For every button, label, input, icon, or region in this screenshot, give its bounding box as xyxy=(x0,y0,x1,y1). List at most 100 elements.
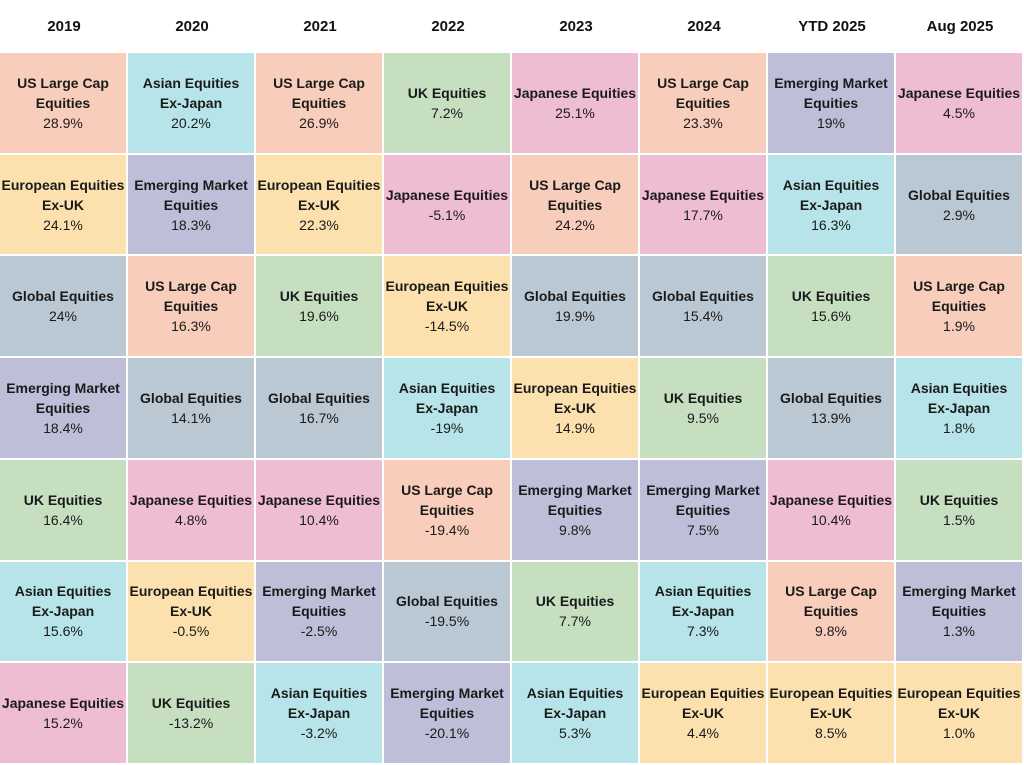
return-cell: Emerging Market Equities 18.4% xyxy=(0,358,128,460)
return-cell: UK Equities 7.7% xyxy=(512,561,640,664)
return-value: 15.6% xyxy=(811,308,851,325)
return-value: 1.8% xyxy=(943,419,975,436)
column-header: 2024 xyxy=(687,18,721,35)
asset-class-label: US Large Cap xyxy=(401,481,493,498)
asset-class-sublabel: Ex-UK xyxy=(809,705,852,722)
return-value: 7.5% xyxy=(687,521,719,538)
return-cell: Japanese Equities 10.4% xyxy=(256,459,384,562)
asset-class-sublabel: Ex-UK xyxy=(169,603,212,620)
asset-class-label: European Equities xyxy=(385,278,509,295)
asset-class-label: Global Equities xyxy=(268,389,370,406)
return-cell: Japanese Equities 17.7% xyxy=(640,154,768,257)
return-cell: UK Equities 16.4% xyxy=(0,459,128,562)
asset-class-label: European Equities xyxy=(1,176,125,193)
return-cell: UK Equities 9.5% xyxy=(640,358,768,460)
asset-class-sublabel: Ex-Japan xyxy=(31,603,95,620)
return-value: 2.9% xyxy=(943,206,975,223)
return-value: 24.2% xyxy=(555,216,595,233)
return-cell: Asian Equities Ex-Japan -3.2% xyxy=(256,663,384,765)
return-value: 19% xyxy=(816,114,846,131)
return-cell: Japanese Equities 4.8% xyxy=(128,459,256,562)
asset-class-label: US Large Cap xyxy=(145,278,237,295)
asset-class-label: Asian Equities xyxy=(14,583,112,600)
return-cell: Global Equities 15.4% xyxy=(640,256,768,359)
asset-class-sublabel: Ex-UK xyxy=(425,298,468,315)
return-cell: Asian Equities Ex-Japan 20.2% xyxy=(128,53,256,155)
asset-class-label: Global Equities xyxy=(524,288,626,305)
return-value: 28.9% xyxy=(43,114,83,131)
return-value: 23.3% xyxy=(683,114,723,131)
return-cell: European Equities Ex-UK 14.9% xyxy=(512,358,640,460)
asset-class-label: Emerging Market xyxy=(262,583,376,600)
return-value: 19.6% xyxy=(299,308,339,325)
return-value: -0.5% xyxy=(172,623,210,640)
asset-class-label: Japanese Equities xyxy=(257,491,381,508)
asset-class-label: Asian Equities xyxy=(526,685,624,702)
asset-class-sublabel: Equities xyxy=(35,399,91,416)
return-value: 1.3% xyxy=(943,623,975,640)
return-cell: Global Equities 2.9% xyxy=(896,154,1024,257)
return-cell: Emerging Market Equities -2.5% xyxy=(256,561,384,664)
returns-grid: US Large Cap Equities 28.9% Asian Equities E… xyxy=(0,53,1024,765)
return-value: 7.3% xyxy=(687,623,719,640)
asset-class-sublabel: Equities xyxy=(163,196,219,213)
return-cell: Emerging Market Equities 7.5% xyxy=(640,459,768,562)
return-value: 4.4% xyxy=(687,725,719,742)
asset-class-sublabel: Ex-Japan xyxy=(159,94,223,111)
asset-class-label: Global Equities xyxy=(396,593,498,610)
asset-class-sublabel: Equities xyxy=(675,94,731,111)
return-value: 1.0% xyxy=(943,725,975,742)
asset-class-label: Asian Equities xyxy=(398,379,496,396)
return-value: -20.1% xyxy=(424,725,470,742)
return-cell: Emerging Market Equities 9.8% xyxy=(512,459,640,562)
return-cell: European Equities Ex-UK 8.5% xyxy=(768,663,896,765)
asset-class-sublabel: Equities xyxy=(803,94,859,111)
asset-class-label: UK Equities xyxy=(791,288,871,305)
asset-class-sublabel: Ex-UK xyxy=(681,705,724,722)
return-value: 14.1% xyxy=(171,409,211,426)
column-header: 2023 xyxy=(559,18,593,35)
return-value: -2.5% xyxy=(300,623,338,640)
asset-class-label: European Equities xyxy=(769,685,893,702)
column-header: 2022 xyxy=(431,18,465,35)
asset-class-sublabel: Equities xyxy=(675,501,731,518)
asset-class-label: Japanese Equities xyxy=(897,84,1021,101)
asset-class-label: Emerging Market xyxy=(902,583,1016,600)
asset-class-sublabel: Equities xyxy=(931,603,987,620)
return-value: 22.3% xyxy=(299,216,339,233)
return-cell: Japanese Equities -5.1% xyxy=(384,154,512,257)
asset-class-sublabel: Equities xyxy=(35,94,91,111)
asset-class-label: Global Equities xyxy=(140,389,242,406)
return-cell: Emerging Market Equities -20.1% xyxy=(384,663,512,765)
asset-class-sublabel: Ex-Japan xyxy=(287,705,351,722)
return-value: 8.5% xyxy=(815,725,847,742)
return-cell: European Equities Ex-UK -14.5% xyxy=(384,256,512,359)
asset-class-label: Emerging Market xyxy=(6,379,120,396)
return-cell: US Large Cap Equities 1.9% xyxy=(896,256,1024,359)
return-cell: US Large Cap Equities 28.9% xyxy=(0,53,128,155)
return-value: 18.3% xyxy=(171,216,211,233)
asset-class-sublabel: Equities xyxy=(163,298,219,315)
asset-class-label: US Large Cap xyxy=(657,74,749,91)
return-cell: Global Equities -19.5% xyxy=(384,561,512,664)
asset-class-label: UK Equities xyxy=(151,695,231,712)
return-cell: UK Equities 7.2% xyxy=(384,53,512,155)
asset-class-label: Emerging Market xyxy=(134,176,248,193)
asset-class-sublabel: Equities xyxy=(291,603,347,620)
return-cell: Global Equities 16.7% xyxy=(256,358,384,460)
asset-class-label: Global Equities xyxy=(908,186,1010,203)
asset-class-label: US Large Cap xyxy=(785,583,877,600)
return-value: 9.5% xyxy=(687,409,719,426)
asset-class-label: European Equities xyxy=(641,685,765,702)
column-header: 2020 xyxy=(175,18,209,35)
return-cell: Global Equities 14.1% xyxy=(128,358,256,460)
asset-class-label: UK Equities xyxy=(23,491,103,508)
return-value: -19.4% xyxy=(424,521,470,538)
return-cell: US Large Cap Equities 26.9% xyxy=(256,53,384,155)
asset-class-label: Global Equities xyxy=(780,389,882,406)
return-cell: UK Equities 15.6% xyxy=(768,256,896,359)
asset-class-label: Asian Equities xyxy=(142,74,240,91)
return-value: 10.4% xyxy=(811,511,851,528)
column-header: Aug 2025 xyxy=(926,18,994,35)
return-value: -14.5% xyxy=(424,318,470,335)
